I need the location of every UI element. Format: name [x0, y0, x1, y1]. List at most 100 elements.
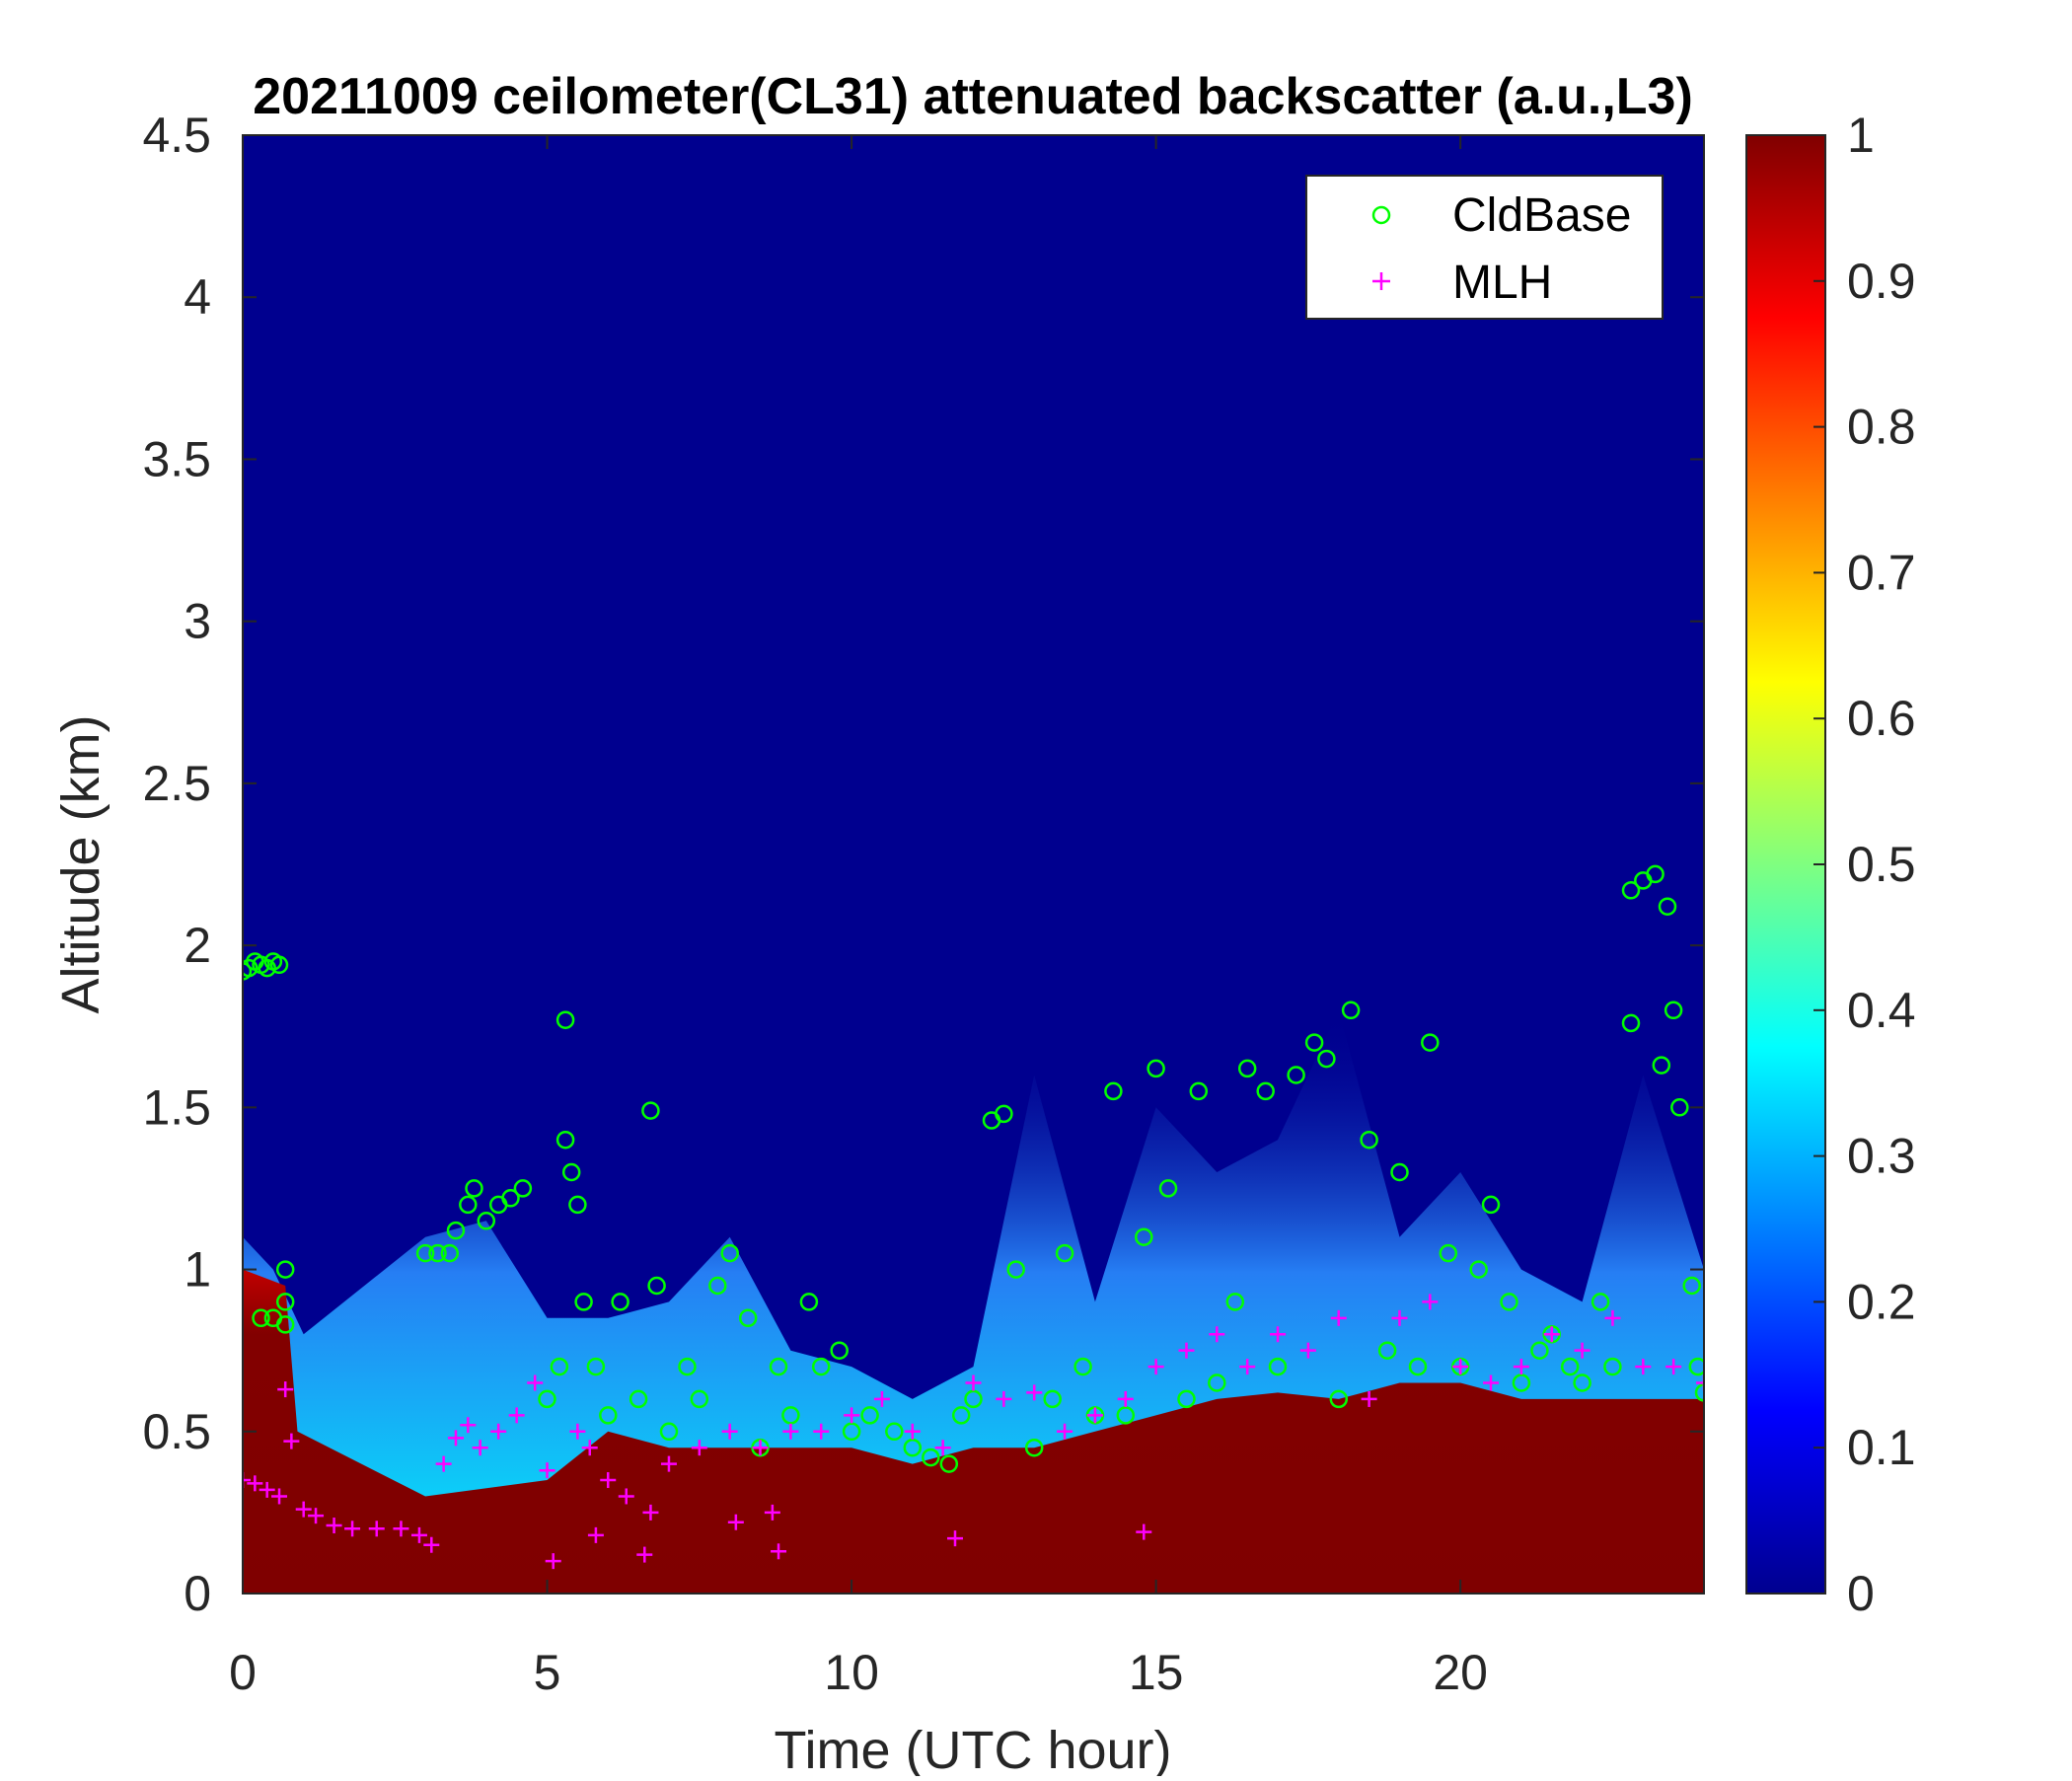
- mlh-point: [277, 1381, 294, 1398]
- cldbase-point: [830, 1341, 849, 1360]
- mlh-point: [490, 1423, 507, 1440]
- colorbar-gradient: [1745, 134, 1826, 1595]
- y-tick-label: 2.5: [142, 756, 211, 811]
- cldbase-point: [550, 1357, 569, 1376]
- legend: CldBase MLH: [1305, 175, 1664, 320]
- cldbase-series: [243, 864, 1704, 1473]
- mlh-point: [1057, 1423, 1073, 1440]
- cldbase-point: [1225, 1293, 1245, 1311]
- legend-box: [1305, 175, 1664, 320]
- y-tick-label: 0.5: [142, 1404, 211, 1459]
- mlh-point: [1086, 1407, 1103, 1424]
- cldbase-point: [1500, 1293, 1518, 1311]
- cldbase-point: [769, 1357, 788, 1376]
- cldbase-point: [1006, 1260, 1025, 1279]
- x-tick-label: 15: [1129, 1645, 1184, 1700]
- cldbase-point: [1481, 1195, 1501, 1215]
- cldbase-point: [1024, 1438, 1044, 1457]
- colorbar-tick-label: 0.2: [1847, 1274, 1916, 1329]
- y-tick-label: 4.5: [142, 108, 211, 163]
- mlh-point: [1299, 1342, 1316, 1359]
- cldbase-point: [574, 1293, 593, 1311]
- mlh-point: [1136, 1523, 1152, 1540]
- colorbar-tick-label: 0.3: [1847, 1129, 1916, 1184]
- cldbase-point: [555, 1130, 575, 1150]
- mlh-point: [1665, 1359, 1682, 1375]
- cldbase-point: [1560, 1357, 1580, 1376]
- y-tick-label: 1: [184, 1242, 211, 1298]
- cldbase-point: [860, 1406, 879, 1425]
- mlh-point: [1270, 1326, 1287, 1343]
- mlh-point: [1391, 1309, 1408, 1326]
- cldbase-point: [599, 1406, 618, 1425]
- mlh-point: [271, 1488, 288, 1505]
- mlh-point: [1117, 1390, 1134, 1407]
- mlh-point: [283, 1433, 300, 1449]
- cldbase-point: [428, 1243, 447, 1263]
- cldbase-point: [1158, 1179, 1178, 1198]
- cldbase-point: [995, 1104, 1013, 1124]
- plot-area: [242, 134, 1705, 1595]
- saturated-layer: [243, 1269, 1704, 1594]
- colorbar-tick-label: 0: [1847, 1566, 1875, 1621]
- mlh-point: [259, 1481, 275, 1498]
- cldbase-point: [1682, 1276, 1701, 1296]
- cldbase-point: [1317, 1049, 1336, 1069]
- x-tick-label: 0: [229, 1645, 257, 1700]
- cldbase-point: [568, 1195, 587, 1215]
- cldbase-point: [561, 1162, 581, 1182]
- cldbase-point: [939, 1454, 959, 1473]
- cldbase-point: [1421, 1033, 1440, 1052]
- y-tick-label: 2: [184, 918, 211, 973]
- cldbase-point: [1694, 1383, 1704, 1402]
- colorbar-ticks: 0 0.1 0.2 0.3 0.4 0.5 0.6 0.7 0.8 0.9 1: [1813, 108, 1916, 1621]
- cldbase-point: [647, 1276, 666, 1296]
- mlh-point: [873, 1390, 890, 1407]
- mlh-point: [344, 1521, 361, 1537]
- y-tick-label: 3.5: [142, 431, 211, 486]
- cldbase-point: [1256, 1081, 1275, 1101]
- cldbase-point: [1237, 1059, 1257, 1078]
- mlh-point: [965, 1374, 982, 1391]
- mlh-point: [1604, 1309, 1621, 1326]
- cldbase-point: [269, 955, 289, 975]
- cldbase-point: [1135, 1227, 1153, 1246]
- cldbase-point: [922, 1447, 940, 1467]
- mlh-point: [904, 1423, 921, 1440]
- cldbase-point: [1408, 1357, 1428, 1376]
- mlh-point: [727, 1514, 744, 1530]
- mlh-point: [472, 1440, 488, 1456]
- cldbase-point: [275, 1315, 295, 1334]
- cldbase-point: [1591, 1293, 1610, 1311]
- mlh-point: [243, 1472, 251, 1489]
- legend-label-mlh: MLH: [1452, 257, 1552, 309]
- mlh-point: [996, 1390, 1012, 1407]
- legend-marker-mlh: [1372, 272, 1390, 290]
- cldbase-point: [1688, 1357, 1704, 1376]
- mlh-point: [782, 1423, 799, 1440]
- cldbase-point: [641, 1101, 660, 1120]
- cldbase-point: [446, 1221, 466, 1240]
- mlh-point: [569, 1423, 586, 1440]
- cldbase-point: [951, 1406, 971, 1425]
- cldbase-point: [465, 1179, 483, 1198]
- cldbase-point: [738, 1308, 758, 1328]
- cldbase-point: [678, 1357, 697, 1376]
- mlh-point: [1361, 1390, 1377, 1407]
- cldbase-point: [1512, 1373, 1531, 1392]
- colorbar-tick-label: 0.7: [1847, 545, 1916, 600]
- cldbase-point: [1208, 1373, 1226, 1392]
- cldbase-point: [1621, 1013, 1641, 1033]
- cldbase-point: [1646, 864, 1665, 884]
- y-tick-label: 4: [184, 269, 211, 325]
- cldbase-point: [1341, 1001, 1361, 1020]
- mlh-point: [1452, 1359, 1469, 1375]
- cldbase-point: [243, 962, 253, 981]
- cldbase-point: [720, 1243, 739, 1263]
- x-tick-label: 20: [1433, 1645, 1488, 1700]
- cldbase-point: [275, 1260, 295, 1279]
- cldbase-point: [629, 1389, 648, 1409]
- cldbase-point: [1621, 881, 1641, 900]
- cldbase-point: [1287, 1066, 1305, 1084]
